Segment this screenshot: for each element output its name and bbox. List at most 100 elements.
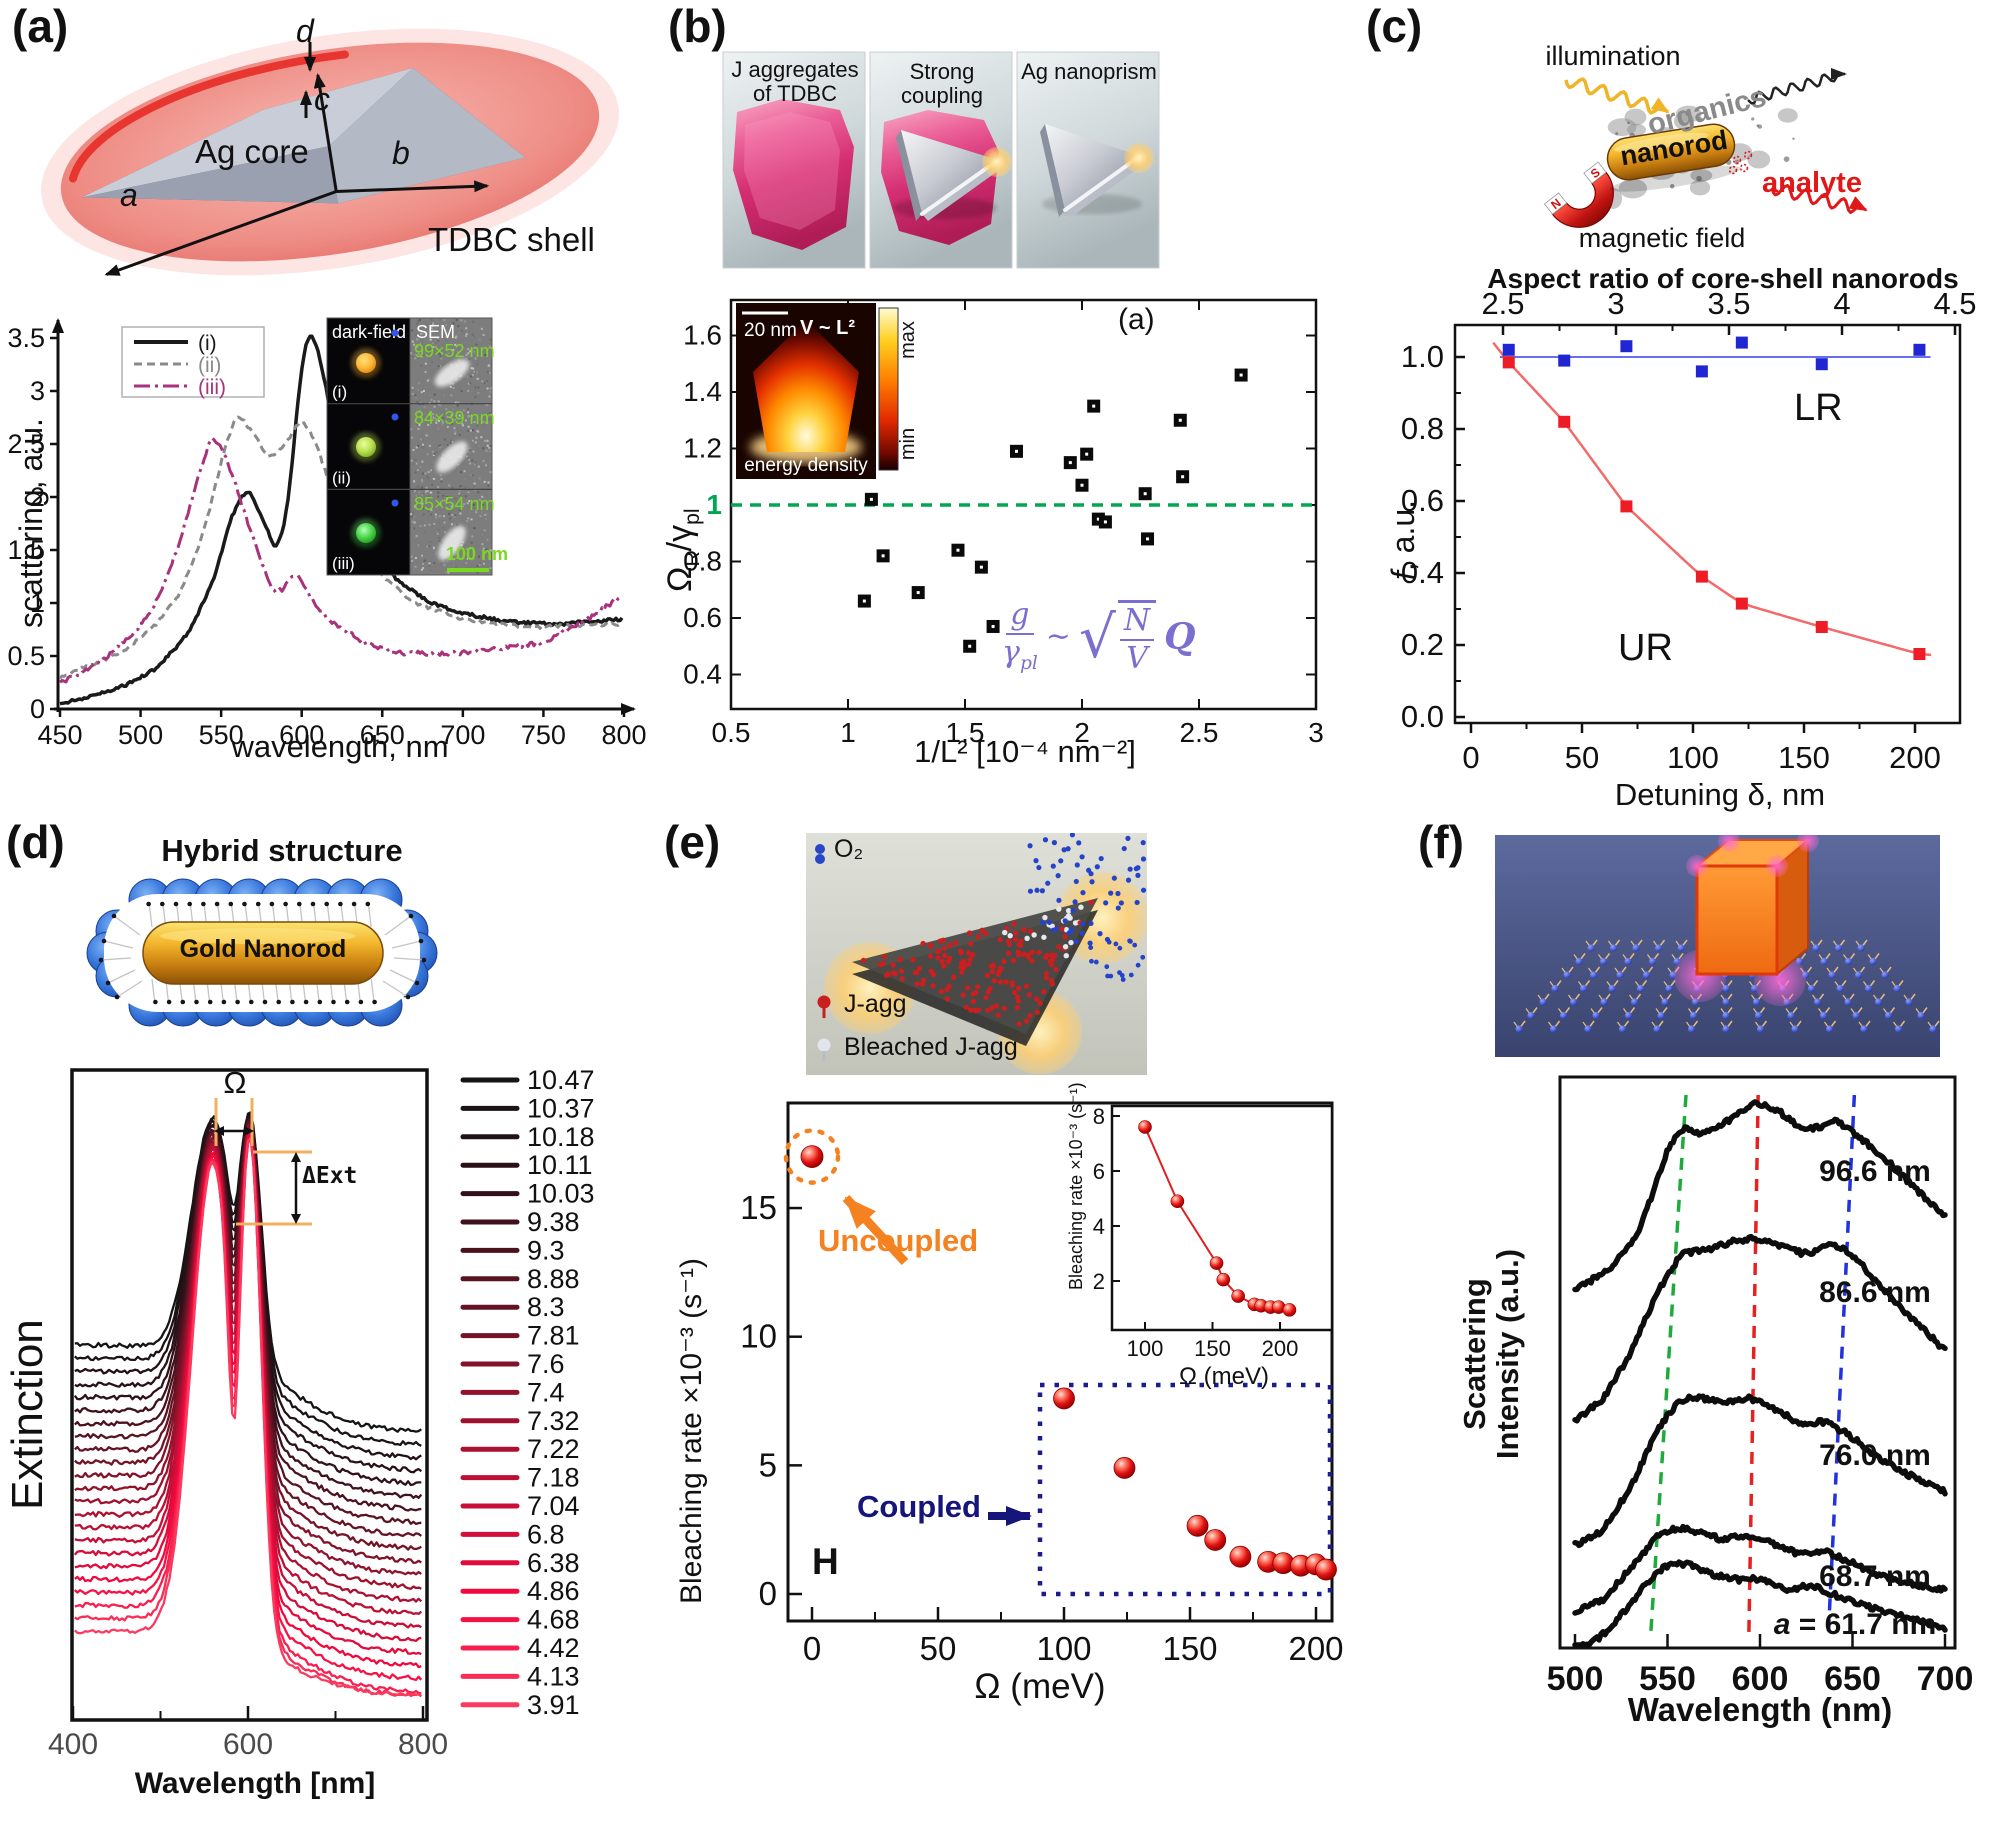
svg-text:10: 10 (740, 1318, 777, 1355)
d-ylabel: Extinction (3, 1319, 52, 1510)
svg-text:400: 400 (48, 1728, 98, 1761)
svg-text:750: 750 (521, 720, 566, 750)
formula-den: γ (1002, 635, 1020, 671)
svg-text:2: 2 (30, 482, 45, 512)
dim-b-label: b (392, 135, 410, 171)
panel-e-plot: 0 50 100 150 200 0 5 10 15 100 150 200 2 4 6 8 Ω (meV) Bl… (740, 1082, 1343, 1667)
svg-text:8: 8 (1093, 1104, 1105, 1129)
svg-text:0: 0 (803, 1630, 821, 1667)
f-ylabel-line2: Intensity (a.u.) (1490, 1248, 1526, 1460)
svg-text:200: 200 (1889, 740, 1941, 775)
svg-text:200: 200 (1262, 1336, 1299, 1361)
c-ylabel-rest: , a.u. (1385, 499, 1421, 572)
svg-text:1.6: 1.6 (683, 320, 722, 351)
svg-text:7.6: 7.6 (527, 1349, 565, 1379)
svg-text:(i): (i) (332, 383, 347, 402)
svg-text:85×54 nm: 85×54 nm (414, 494, 495, 514)
formula-num: g (1006, 600, 1034, 636)
svg-text:76.0 nm: 76.0 nm (1819, 1439, 1931, 1472)
svg-text:650: 650 (360, 720, 405, 750)
svg-text:3.91: 3.91 (527, 1690, 580, 1720)
gold-nanorod-label: Gold Nanorod (179, 935, 347, 963)
svg-text:7.18: 7.18 (527, 1463, 580, 1493)
svg-text:600: 600 (1732, 1660, 1789, 1698)
svg-text:800: 800 (601, 720, 646, 750)
svg-text:1.0: 1.0 (1401, 339, 1444, 374)
b-img1-caption: J aggregates of TDBC (725, 58, 865, 106)
svg-text:800: 800 (398, 1728, 448, 1761)
svg-text:86.6 nm: 86.6 nm (1819, 1276, 1931, 1309)
panel-a-plot: 450 500 550 600 650 700 750 800 0 0.5 1 1.5 2 2.5 3 3.5… (7, 317, 647, 750)
svg-text:2.5: 2.5 (1481, 286, 1524, 321)
panel-f-label: (f) (1418, 816, 1464, 868)
svg-text:10.11: 10.11 (527, 1150, 593, 1180)
svg-text:1: 1 (840, 717, 856, 748)
svg-text:200: 200 (1288, 1630, 1343, 1667)
svg-text:10.03: 10.03 (527, 1179, 595, 1209)
svg-text:68.7 nm: 68.7 nm (1819, 1560, 1931, 1593)
panel-a-label: (a) (12, 0, 69, 52)
b-ylabel-omega: Ω (661, 566, 699, 592)
svg-text:4.5: 4.5 (1933, 286, 1976, 321)
formula-den-sub: pl (1019, 653, 1038, 675)
formula-q: Q (1164, 615, 1196, 658)
dext-annotation: ΔExt (302, 1163, 358, 1189)
svg-text:1.2: 1.2 (683, 433, 722, 464)
d-xlabel: Wavelength [nm] (134, 1767, 376, 1800)
svg-text:4.42: 4.42 (527, 1633, 580, 1663)
svg-text:6.8: 6.8 (527, 1519, 565, 1549)
panel-f-plot: 500 550 600 650 700 96.6 nm 86.6 nm 76.0 nm 68.7… (1547, 1075, 1973, 1698)
svg-text:Bleaching rate ×10⁻³ (s⁻¹): Bleaching rate ×10⁻³ (s⁻¹) (1066, 1082, 1086, 1290)
svg-text:100: 100 (1667, 740, 1719, 775)
sqrt-icon: √ (1078, 602, 1116, 671)
svg-text:dark-field: dark-field (332, 322, 406, 342)
bleached-jagg-label: Bleached J-agg (844, 1033, 1018, 1061)
panel-c-label: (c) (1366, 0, 1423, 52)
svg-text:(ii): (ii) (332, 468, 351, 487)
svg-text:0: 0 (30, 694, 45, 724)
b-img1-line1: J aggregates (731, 57, 859, 82)
svg-text:4.86: 4.86 (527, 1576, 580, 1606)
svg-text:0: 0 (759, 1575, 777, 1612)
b-ylabel: ΩR/γpl (661, 508, 705, 592)
svg-text:4.13: 4.13 (527, 1661, 580, 1691)
svg-text:100: 100 (1036, 1630, 1091, 1667)
svg-text:3: 3 (1308, 717, 1324, 748)
svg-text:6.38: 6.38 (527, 1548, 580, 1578)
svg-text:1.5: 1.5 (7, 535, 45, 565)
panel-b-plot: 0.5 1 1.5 2 2.5 3 0.4 0.6 0.8 1 1.2 1.4 1.6 20 nm V ~ … (683, 298, 1324, 748)
svg-text:150: 150 (1194, 1336, 1231, 1361)
svg-text:0.0: 0.0 (1401, 699, 1444, 734)
e-ylabel: Bleaching rate ×10⁻³ (s⁻¹) (675, 1258, 708, 1604)
a-xlabel: wavelength, nm (231, 729, 449, 764)
svg-text:50: 50 (1565, 740, 1599, 775)
panel-b-renders (722, 51, 1160, 269)
omega-annotation: Ω (223, 1065, 247, 1100)
panel-c-plot: 0 50 100 150 200 2.5 3 3.5 4 4.5 0.0 0.2 0.4 0.6 0.8 1.… (1401, 286, 1977, 775)
magnetic-field-label: magnetic field (1578, 223, 1746, 253)
svg-text:0.2: 0.2 (1401, 627, 1444, 662)
panel-d-label: (d) (6, 816, 65, 868)
svg-text:2.5: 2.5 (7, 429, 45, 459)
analyte-label: analyte (1762, 167, 1862, 199)
svg-text:100 nm: 100 nm (446, 544, 508, 564)
svg-text:150: 150 (1162, 1630, 1217, 1667)
panel-e-render (806, 833, 1147, 1075)
svg-text:(i): (i) (198, 332, 217, 355)
svg-text:450: 450 (37, 720, 82, 750)
svg-text:Ω (meV): Ω (meV) (1179, 1363, 1269, 1390)
svg-text:4: 4 (1093, 1214, 1105, 1239)
svg-text:energy density: energy density (744, 455, 868, 476)
svg-text:600: 600 (223, 1728, 273, 1761)
illumination-label: illumination (1545, 41, 1681, 71)
svg-text:600: 600 (279, 720, 324, 750)
jagg-label: J-agg (844, 990, 907, 1018)
panel-e-label: (e) (664, 816, 721, 868)
svg-text:(ii): (ii) (198, 354, 221, 377)
svg-text:0.5: 0.5 (712, 717, 751, 748)
f-xlabel: Wavelength (nm) (1627, 1691, 1893, 1728)
b-ylabel-subpl: pl (680, 508, 704, 525)
